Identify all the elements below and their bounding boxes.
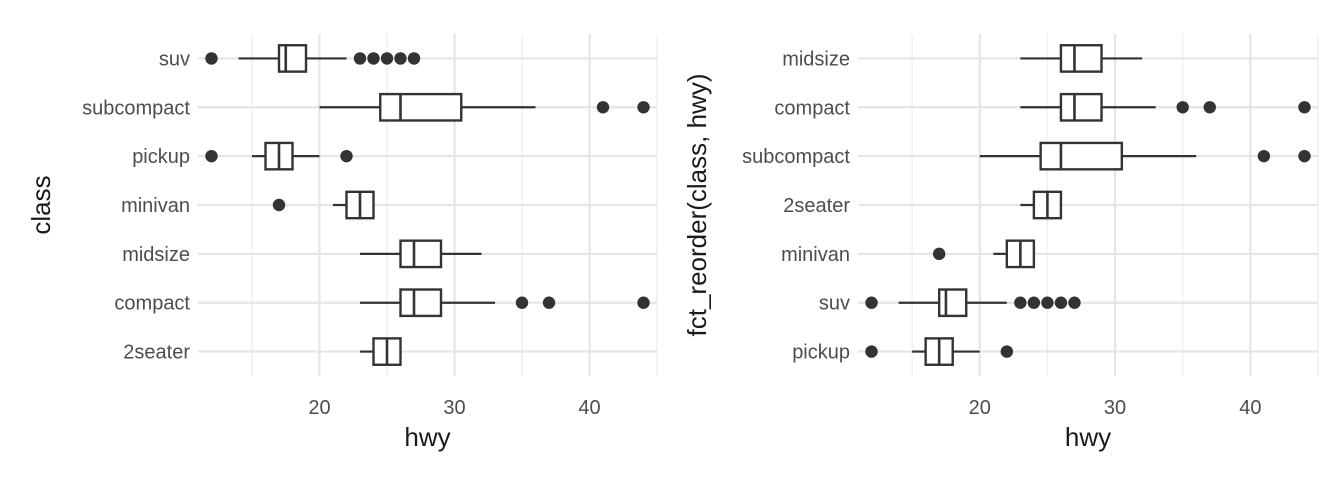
y-tick-label: midsize [782,48,850,70]
x-axis-title: hwy [1065,422,1111,452]
iqr-box [399,239,443,269]
outlier-point [865,296,878,309]
outlier-point [1054,296,1068,309]
y-tick-label: pickup [792,342,850,364]
outlier-point [637,101,650,114]
outlier-point [1027,296,1041,309]
y-tick-label: suv [819,293,850,315]
y-axis-title: class [26,175,56,234]
x-tick-label: 20 [969,397,991,419]
x-tick-label: 30 [443,397,465,419]
outlier-point [1000,345,1014,358]
outlier-point [596,101,610,114]
iqr-box [1059,92,1103,122]
outlier-point [353,52,367,65]
x-axis-title: hwy [404,422,450,452]
outlier-point [542,296,556,309]
outlier-point [205,52,218,65]
outlier-point [1176,101,1189,114]
box-2seater [360,337,402,366]
x-tick-label: 30 [1104,397,1126,419]
outlier-point [865,345,878,358]
outlier-point [380,52,394,65]
iqr-box [1059,44,1103,73]
right-boxplot-panel: pickup suv minivan 2seater subcompact compact… [682,34,1319,452]
outlier-point [1298,149,1311,163]
y-tick-label: subcompact [742,146,850,168]
box-minivan [932,239,1036,269]
box-midsize [360,239,482,269]
outlier-point [367,52,380,65]
y-tick-label: minivan [121,195,190,217]
outlier-point [340,149,353,163]
iqr-box [379,92,463,122]
x-tick-label: 40 [578,397,600,419]
outlier-point [407,52,421,65]
box-minivan [272,190,375,220]
box-subcompact [319,92,650,122]
x-tick-label: 40 [1239,397,1261,419]
y-tick-label: compact [114,293,190,315]
outlier-point [1257,149,1271,163]
box-suv [205,44,421,73]
x-tick-label: 20 [308,397,330,419]
y-tick-label: midsize [122,244,190,266]
iqr-box [399,288,443,318]
box-suv [865,288,1081,318]
outlier-point [1068,296,1081,309]
box-compact [360,288,650,318]
y-tick-label: pickup [132,146,190,168]
y-tick-label: 2seater [783,195,850,217]
outlier-point [272,198,286,212]
box-midsize [1020,44,1143,73]
iqr-box [1039,141,1124,171]
iqr-box [937,288,968,318]
outlier-point [932,247,946,261]
y-tick-label: 2seater [123,342,190,364]
box-pickup [865,337,1014,366]
outlier-point [1203,101,1216,114]
box-compact [1020,92,1311,122]
iqr-box [277,44,308,73]
box-subcompact [979,141,1311,171]
outlier-point [637,296,650,309]
box-pickup [205,141,353,171]
left-boxplot-panel: 2seater compact midsize minivan pickup subcom… [26,34,658,452]
outlier-point [1041,296,1054,309]
y-tick-label: suv [159,48,190,70]
outlier-point [205,149,218,163]
y-tick-label: subcompact [82,97,190,119]
outlier-point [394,52,407,65]
box-2seater [1020,190,1063,220]
y-tick-label: compact [774,97,850,119]
outlier-point [1014,296,1027,309]
y-tick-label: minivan [781,244,850,266]
outlier-point [1298,101,1311,114]
outlier-point [515,296,529,309]
y-axis-title: fct_reorder(class, hwy) [682,74,712,337]
